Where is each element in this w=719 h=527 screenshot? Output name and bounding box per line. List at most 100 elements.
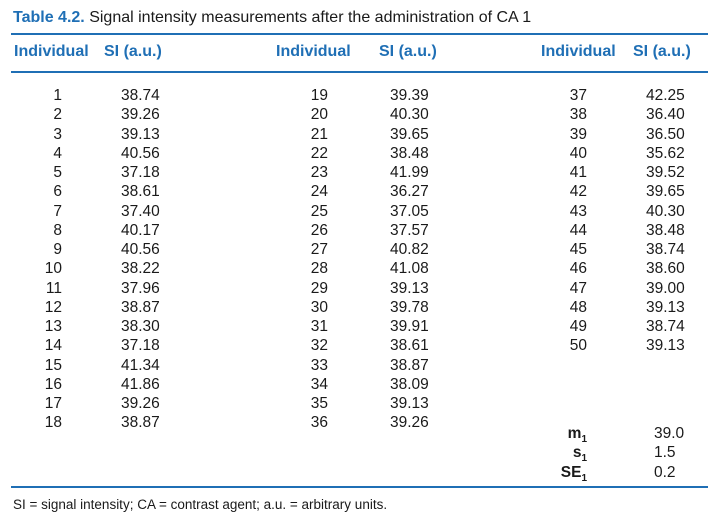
si-value: 39.91	[390, 318, 429, 335]
individual-id: 13	[44, 318, 62, 335]
si-value: 40.82	[390, 241, 429, 258]
si-value: 39.00	[646, 279, 685, 297]
si-value: 38.48	[646, 221, 685, 239]
si-value: 40.30	[646, 202, 685, 220]
si-value: 39.65	[646, 183, 685, 201]
stats-label-column: m1 s1 SE1	[545, 424, 587, 484]
si-value: 36.50	[646, 125, 685, 143]
si-column-2: 39.39 40.30 39.65 38.48 41.99 36.27 37.05 37.57…	[390, 86, 429, 433]
header-individual-3: Individual	[541, 43, 616, 60]
individual-id: 17	[44, 395, 62, 412]
si-value: 39.26	[121, 395, 160, 412]
stat-subscript: 1	[581, 472, 587, 484]
individual-id: 1	[53, 87, 62, 104]
si-value: 37.57	[390, 221, 429, 239]
table-title: Signal intensity measurements after the …	[89, 9, 532, 26]
top-rule	[11, 33, 708, 35]
individual-id: 45	[569, 241, 587, 258]
individual-id: 43	[569, 202, 587, 220]
stat-subscript: 1	[581, 434, 587, 446]
si-value: 42.25	[646, 87, 685, 104]
si-value: 41.86	[121, 375, 160, 393]
individual-id: 25	[310, 202, 328, 220]
individual-id: 31	[310, 318, 328, 335]
individual-id: 14	[44, 337, 62, 355]
si-value: 37.18	[121, 337, 160, 355]
bottom-rule	[11, 486, 708, 488]
stat-label: s1	[545, 443, 587, 465]
si-column-1: 38.74 39.26 39.13 40.56 37.18 38.61 37.40 40.17…	[121, 86, 160, 433]
si-value: 38.74	[121, 87, 160, 104]
stat-symbol: s	[572, 444, 582, 462]
stat-value: 1.5	[654, 444, 676, 462]
individual-id: 3	[53, 125, 62, 143]
table-number: Table 4.2.	[13, 9, 85, 26]
individual-id: 38	[569, 106, 587, 124]
individual-id: 47	[569, 279, 587, 297]
individual-id: 26	[310, 221, 328, 239]
individual-id: 35	[310, 395, 328, 412]
si-value: 38.87	[121, 414, 160, 432]
stats-value-column: 39.0 1.5 0.2	[646, 424, 684, 482]
individual-id: 8	[53, 221, 62, 239]
si-value: 41.34	[121, 356, 160, 374]
header-si-1: SI (a.u.)	[104, 43, 162, 60]
si-column-3: 42.25 36.40 36.50 35.62 39.52 39.65 40.30 38.48…	[646, 86, 685, 356]
si-value: 39.52	[646, 164, 685, 181]
header-si-2: SI (a.u.)	[379, 43, 437, 60]
individual-id: 42	[569, 183, 587, 201]
header-individual-2: Individual	[276, 43, 351, 60]
individual-id: 28	[310, 260, 328, 278]
individual-id: 41	[569, 164, 587, 181]
individual-id: 11	[45, 279, 62, 297]
stat-label: SE1	[545, 463, 587, 484]
individual-id: 39	[569, 125, 587, 143]
individual-id: 48	[569, 298, 587, 316]
individual-column-1: 1 2 3 4 5 6 7 8 9 10 11 12 13 14 15 16 17 18	[30, 86, 62, 433]
si-value: 39.13	[646, 337, 685, 355]
individual-id: 7	[53, 202, 62, 220]
si-value: 38.61	[121, 183, 160, 201]
si-value: 40.17	[121, 221, 160, 239]
individual-id: 44	[569, 221, 587, 239]
si-value: 40.30	[390, 106, 429, 124]
si-value: 41.99	[390, 164, 429, 181]
si-value: 36.27	[390, 183, 429, 201]
stat-value: 0.2	[654, 463, 676, 481]
stat-subscript: 1	[581, 453, 587, 465]
individual-column-2: 19 20 21 22 23 24 25 26 27 28 29 30 31 32 33 34 35 36	[296, 86, 328, 433]
si-value: 38.74	[646, 318, 685, 335]
individual-id: 29	[310, 279, 328, 297]
individual-id: 5	[53, 164, 62, 181]
stat-symbol: SE	[560, 463, 582, 481]
individual-column-3: 37 38 39 40 41 42 43 44 45 46 47 48 49 50	[555, 86, 587, 356]
si-value: 39.65	[390, 125, 429, 143]
individual-id: 21	[310, 125, 328, 143]
header-rule	[11, 71, 708, 73]
header-individual-1: Individual	[14, 43, 89, 60]
individual-id: 49	[569, 318, 587, 335]
si-value: 38.22	[121, 260, 160, 278]
si-value: 35.62	[646, 144, 685, 162]
individual-id: 46	[569, 260, 587, 278]
individual-id: 18	[44, 414, 62, 432]
individual-id: 24	[310, 183, 328, 201]
individual-id: 27	[310, 241, 328, 258]
individual-id: 30	[310, 298, 328, 316]
individual-id: 37	[569, 87, 587, 104]
stat-value: 39.0	[654, 425, 685, 442]
individual-id: 19	[310, 87, 328, 104]
si-value: 40.56	[121, 241, 160, 258]
si-value: 39.39	[390, 87, 429, 104]
si-value: 37.05	[390, 202, 429, 220]
individual-id: 10	[44, 260, 62, 278]
individual-id: 50	[569, 337, 587, 355]
si-value: 38.09	[390, 375, 429, 393]
stat-label: m1	[545, 424, 587, 446]
individual-id: 6	[53, 183, 62, 201]
individual-id: 32	[310, 337, 328, 355]
individual-id: 34	[310, 375, 328, 393]
si-value: 39.26	[121, 106, 160, 124]
individual-id: 20	[310, 106, 328, 124]
individual-id: 23	[310, 164, 328, 181]
